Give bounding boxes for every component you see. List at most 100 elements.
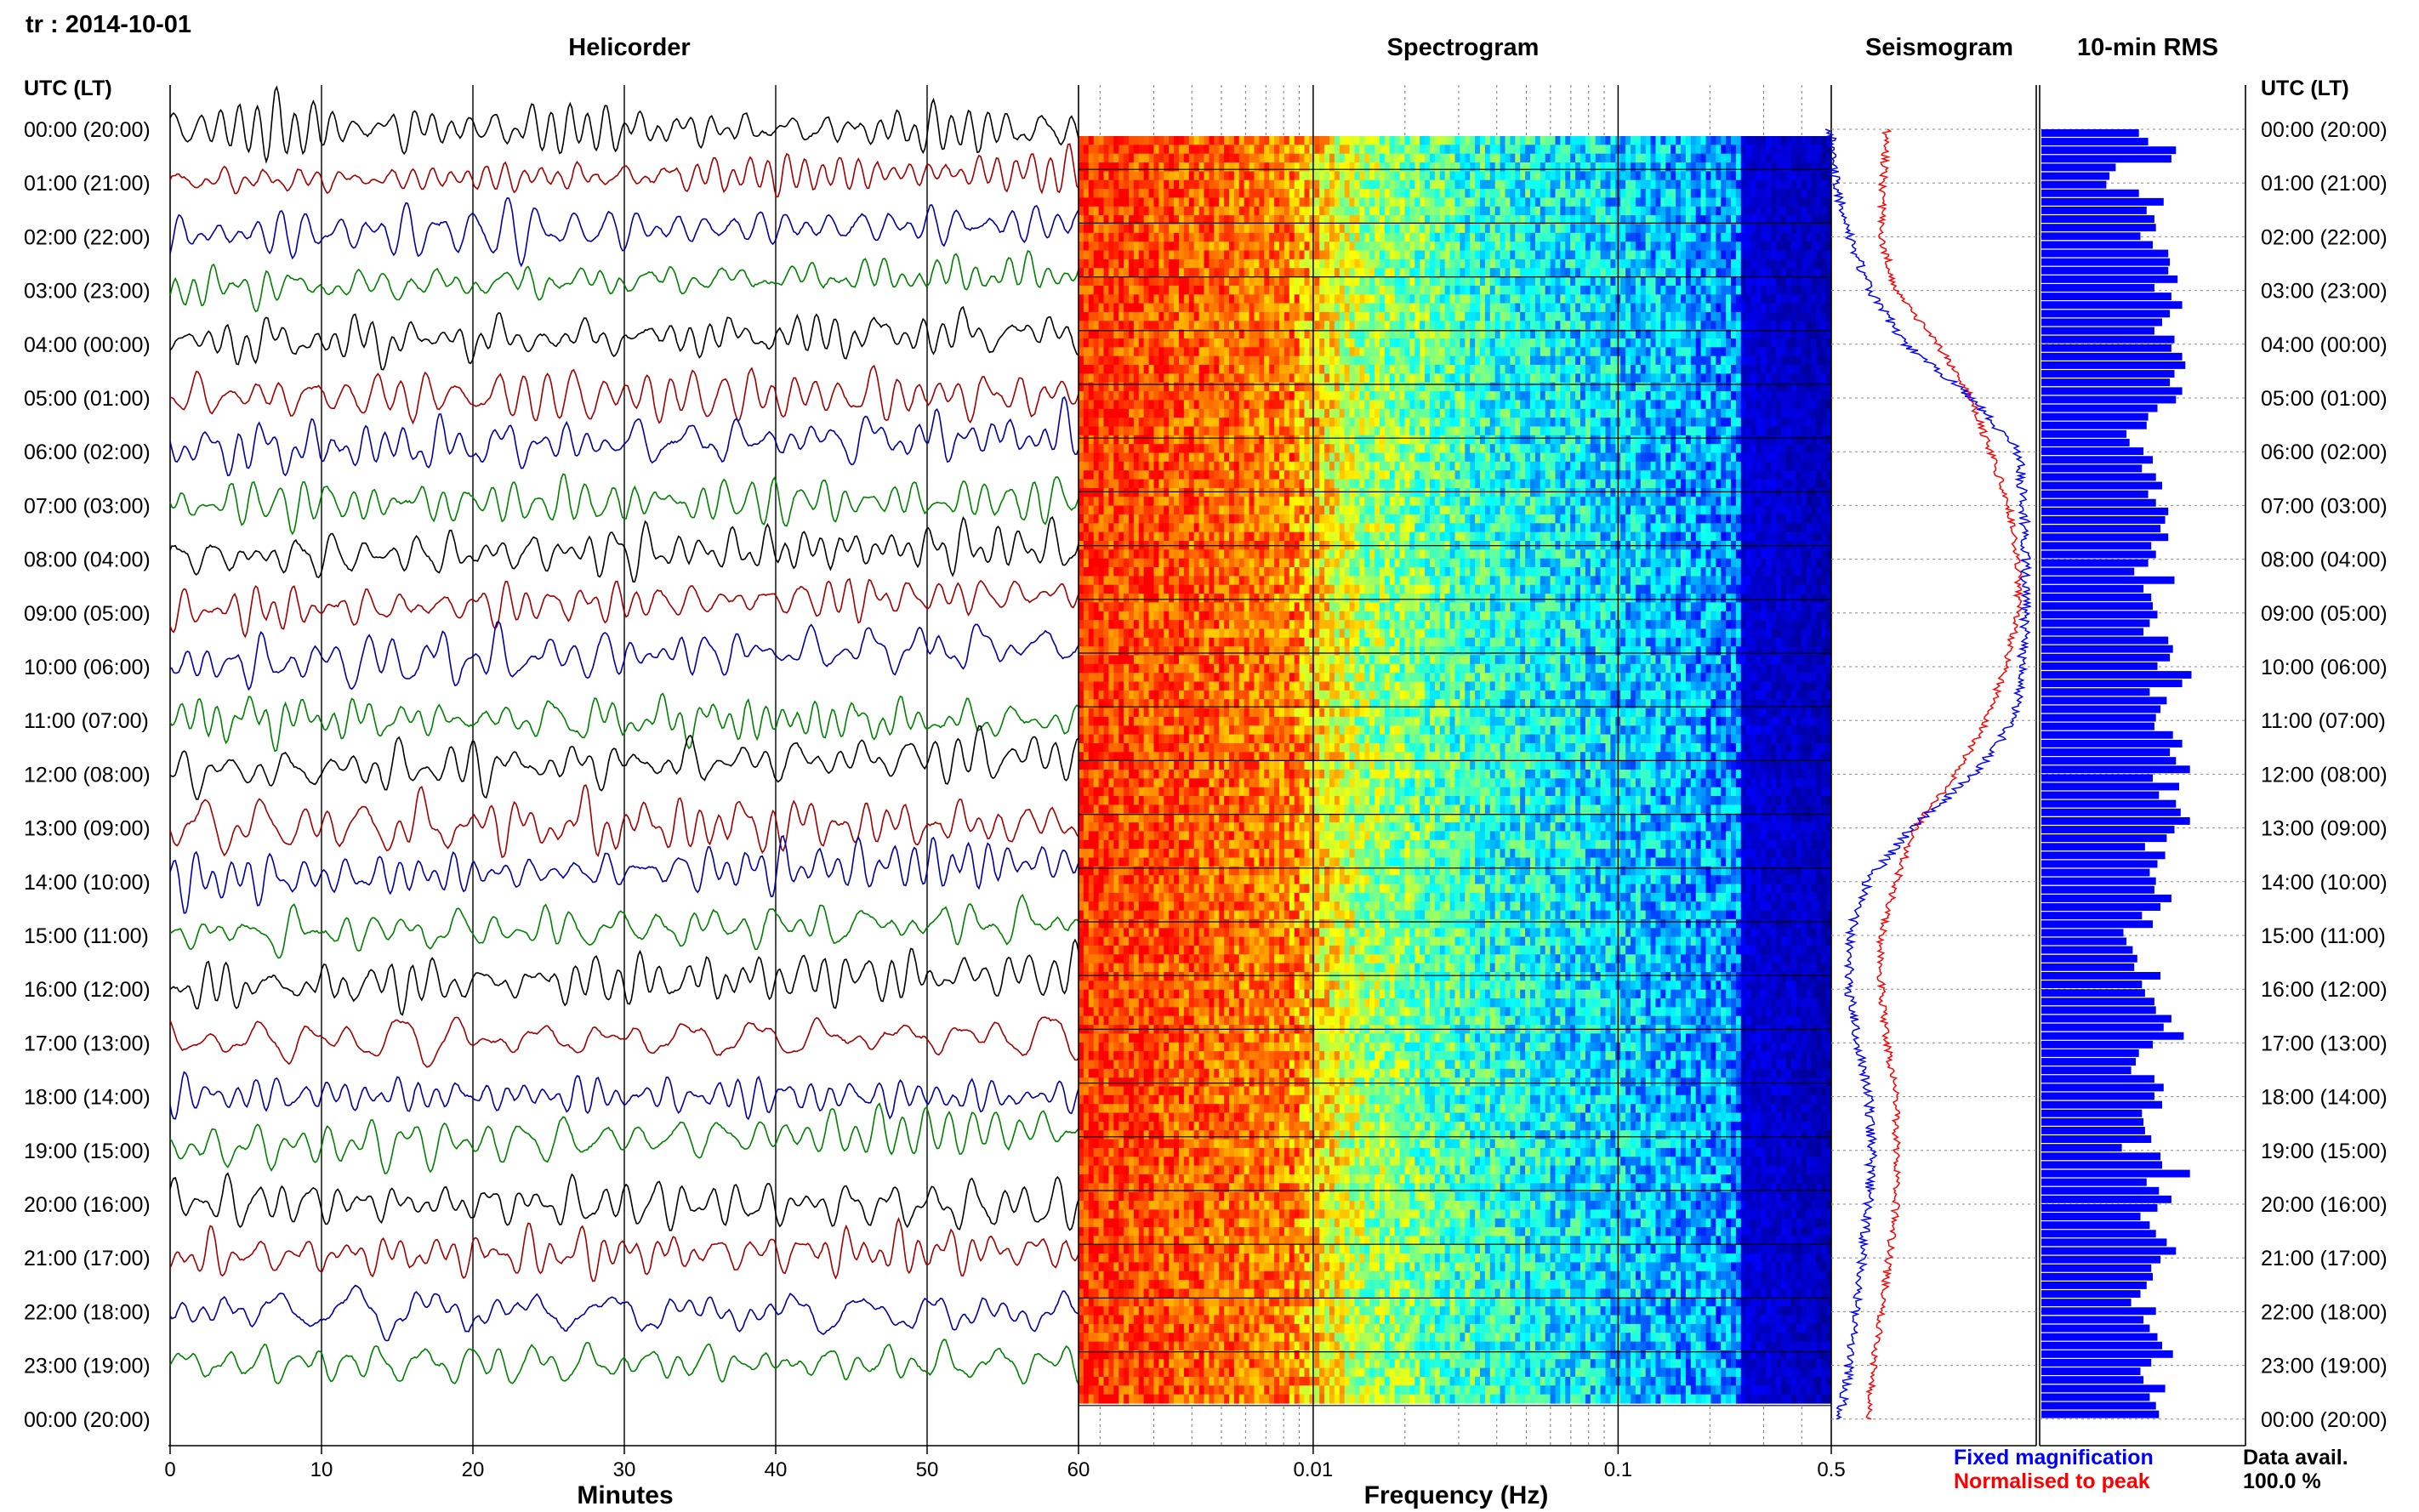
spectrogram-cell: [1089, 338, 1095, 348]
spectrogram-cell: [1089, 673, 1095, 682]
spectrogram-cell: [1139, 559, 1145, 568]
spectrogram-cell: [1124, 646, 1130, 656]
spectrogram-cell: [1079, 251, 1084, 260]
spectrogram-cell: [1084, 1166, 1090, 1175]
spectrogram-cell: [1118, 365, 1124, 374]
spectrogram-cell: [1134, 646, 1140, 656]
spectrogram-cell: [1108, 1043, 1114, 1052]
spectrogram-cell: [1108, 928, 1114, 937]
spectrogram-cell: [1089, 154, 1095, 163]
spectrogram-cell: [1089, 638, 1095, 647]
spectrogram-cell: [1079, 911, 1084, 920]
spectrogram-cell: [1124, 1192, 1130, 1202]
spectrogram-cell: [1134, 691, 1140, 700]
spectrogram-cell: [1104, 559, 1110, 568]
spectrogram-cell: [1129, 321, 1135, 330]
spectrogram-cell: [1099, 804, 1105, 814]
spectrogram-cell: [1113, 594, 1119, 603]
spectrogram-cell: [1099, 145, 1105, 154]
spectrogram-cell: [1124, 559, 1130, 568]
spectrogram-cell: [1099, 585, 1105, 594]
spectrogram-cell: [1118, 954, 1124, 963]
spectrogram-cell: [1139, 998, 1145, 1008]
spectrogram-cell: [1118, 804, 1124, 814]
spectrogram-cell: [1079, 875, 1084, 884]
spectrogram-cell: [1134, 840, 1140, 850]
spectrogram-cell: [1124, 1077, 1130, 1087]
spectrogram-cell: [1099, 189, 1105, 198]
spectrogram-cell: [1104, 268, 1110, 277]
spectrogram-cell: [1084, 796, 1090, 805]
spectrogram-cell: [1084, 497, 1090, 506]
spectrogram-cell: [1144, 576, 1150, 585]
spectrogram-cell: [1089, 849, 1095, 858]
spectrogram-cell: [1139, 1016, 1145, 1026]
spectrogram-cell: [1113, 911, 1119, 920]
helicorder-x-tick-label: 60: [1067, 1458, 1090, 1481]
spectrogram-cell: [1094, 277, 1100, 287]
spectrogram-cell: [1113, 294, 1119, 304]
spectrogram-cell: [1089, 778, 1095, 787]
spectrogram-cell: [1104, 347, 1110, 356]
spectrogram-cell: [1113, 506, 1119, 515]
spectrogram-cell: [1094, 735, 1100, 744]
spectrogram-cell: [1129, 725, 1135, 735]
spectrogram-cell: [1139, 1271, 1145, 1281]
spectrogram-cell: [1108, 435, 1114, 445]
spectrogram-cell: [1094, 946, 1100, 955]
spectrogram-cell: [1084, 1007, 1090, 1016]
spectrogram-cell: [1099, 1174, 1105, 1184]
spectrogram-cell: [1104, 171, 1110, 180]
spectrogram-cell: [1129, 682, 1135, 691]
spectrogram-cell: [1094, 1007, 1100, 1016]
spectrogram-cell: [1134, 347, 1140, 356]
spectrogram-cell: [1134, 312, 1140, 321]
spectrogram-cell: [1079, 1209, 1084, 1219]
spectrogram-cell: [1118, 1289, 1124, 1299]
spectrogram-cell: [1084, 383, 1090, 392]
spectrogram-cell: [1084, 1316, 1090, 1325]
spectrogram-cell: [1124, 981, 1130, 990]
spectrogram-cell: [1079, 365, 1084, 374]
spectrogram-cell: [1079, 1201, 1084, 1210]
spectrogram-cell: [1124, 682, 1130, 691]
spectrogram-cell: [1134, 911, 1140, 920]
spectrogram-cell: [1134, 814, 1140, 823]
spectrogram-cell: [1124, 1140, 1130, 1149]
spectrogram-cell: [1089, 506, 1095, 515]
spectrogram-cell: [1113, 356, 1119, 366]
spectrogram-cell: [1099, 268, 1105, 277]
spectrogram-cell: [1089, 1192, 1095, 1202]
spectrogram-cell: [1099, 559, 1105, 568]
spectrogram-cell: [1144, 682, 1150, 691]
spectrogram-cell: [1089, 225, 1095, 234]
spectrogram-cell: [1139, 1087, 1145, 1096]
spectrogram-cell: [1113, 1245, 1119, 1254]
spectrogram-cell: [1084, 990, 1090, 999]
spectrogram-cell: [1094, 1087, 1100, 1096]
spectrogram-cell: [1094, 1095, 1100, 1105]
spectrogram-cell: [1118, 919, 1124, 929]
spectrogram-cell: [1094, 602, 1100, 611]
spectrogram-cell: [1089, 559, 1095, 568]
spectrogram-cell: [1099, 304, 1105, 313]
spectrogram-cell: [1113, 1166, 1119, 1175]
spectrogram-cell: [1129, 770, 1135, 779]
spectrogram-cell: [1089, 752, 1095, 761]
spectrogram-cell: [1124, 1368, 1130, 1378]
spectrogram-cell: [1118, 514, 1124, 524]
spectrogram-cell: [1139, 286, 1145, 295]
spectrogram-cell: [1079, 849, 1084, 858]
spectrogram-cell: [1124, 822, 1130, 832]
spectrogram-cell: [1089, 294, 1095, 304]
spectrogram-cell: [1079, 294, 1084, 304]
spectrogram-cell: [1084, 1324, 1090, 1333]
spectrogram-cell: [1089, 981, 1095, 990]
spectrogram-cell: [1094, 1359, 1100, 1368]
spectrogram-cell: [1099, 251, 1105, 260]
spectrogram-cell: [1124, 963, 1130, 973]
spectrogram-cell: [1129, 338, 1135, 348]
spectrogram-cell: [1094, 1192, 1100, 1202]
spectrogram-cell: [1129, 427, 1135, 436]
spectrogram-cell: [1113, 197, 1119, 207]
